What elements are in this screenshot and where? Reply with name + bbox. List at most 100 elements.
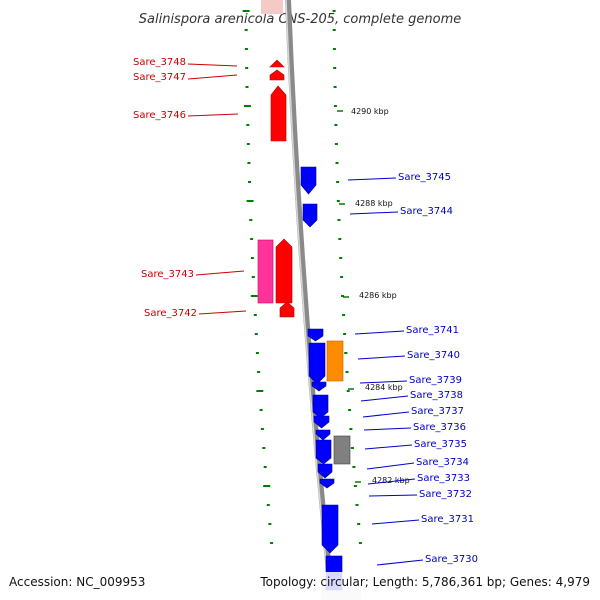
label-line: [357, 355, 406, 360]
tick-mark: [246, 200, 254, 202]
gene-label-sare-3744[interactable]: Sare_3744: [400, 206, 453, 217]
tick-mark: [246, 124, 250, 126]
gene-label-sare-3740[interactable]: Sare_3740: [407, 350, 460, 361]
cds-sare-3740-blue: [308, 342, 326, 385]
tick-marks-right: [332, 10, 362, 544]
cds-sare-3739: [311, 381, 327, 392]
cds-sare-3744: [302, 203, 318, 228]
top-fade-region: [261, 0, 283, 14]
gene-label-sare-3743[interactable]: Sare_3743: [141, 269, 194, 280]
tick-mark: [337, 219, 341, 221]
cds-sare-3737: [313, 415, 330, 429]
gene-label-sare-3730[interactable]: Sare_3730: [425, 554, 478, 565]
cds-sare-3734: [317, 463, 333, 479]
gene-label-sare-3733[interactable]: Sare_3733: [417, 473, 470, 484]
cds-sare-3747: [269, 69, 285, 81]
tick-mark: [344, 352, 348, 354]
tick-mark: [332, 10, 336, 12]
label-line: [376, 559, 424, 566]
scale-label-0: 4290 kbp: [351, 107, 389, 116]
tick-mark: [245, 86, 249, 88]
tick-mark: [254, 333, 258, 335]
scale-label-4: 4282 kbp: [372, 476, 410, 485]
cds-sare-3733: [319, 478, 335, 489]
tick-mark: [357, 523, 361, 525]
gene-label-sare-3738[interactable]: Sare_3738: [410, 390, 463, 401]
tick-mark: [358, 542, 362, 544]
tick-mark: [336, 181, 340, 183]
label-line: [371, 519, 420, 525]
tick-mark: [249, 219, 253, 221]
label-line: [198, 310, 247, 315]
label-line: [349, 211, 399, 215]
tick-mark: [336, 200, 340, 202]
cds-sare-3731: [321, 504, 339, 554]
gene-label-sare-3745[interactable]: Sare_3745: [398, 172, 451, 183]
footer-background: [0, 572, 600, 600]
cds-sare-3740: [326, 340, 344, 382]
tick-mark: [246, 143, 250, 145]
tick-mark: [244, 48, 248, 50]
tick-mark: [355, 504, 359, 506]
cds-sare-3742: [279, 301, 295, 318]
tick-mark: [244, 29, 248, 31]
gene-label-sare-3737[interactable]: Sare_3737: [411, 406, 464, 417]
label-line: [364, 444, 413, 450]
label-line: [187, 63, 238, 67]
scale-label-1: 4288 kbp: [355, 199, 393, 208]
cds-sare-3748: [269, 59, 285, 68]
accession-label: Accession: NC_009953: [9, 575, 145, 589]
tick-mark: [242, 10, 250, 12]
tick-mark: [333, 67, 337, 69]
label-line: [359, 380, 408, 384]
tick-mark: [340, 276, 344, 278]
tick-mark: [345, 371, 349, 373]
tick-mark: [253, 314, 257, 316]
tick-mark: [248, 181, 251, 183]
gene-labels-left: Sare_3748 Sare_3747 Sare_3746 Sare_3743 …: [133, 57, 247, 319]
gene-label-sare-3748[interactable]: Sare_3748: [133, 57, 186, 68]
gene-label-sare-3746[interactable]: Sare_3746: [133, 110, 186, 121]
scale-labels: 4290 kbp 4288 kbp 4286 kbp 4284 kbp 4282…: [337, 107, 410, 485]
tick-mark: [349, 428, 353, 430]
map-title: Salinispora arenicola CNS-205, complete …: [139, 12, 461, 27]
label-line: [360, 395, 409, 402]
tick-mark: [352, 466, 356, 468]
label-line: [362, 411, 410, 418]
gene-label-sare-3741[interactable]: Sare_3741: [406, 325, 459, 336]
gene-label-sare-3742[interactable]: Sare_3742: [144, 308, 197, 319]
tick-mark: [335, 162, 339, 164]
cds-sare-3735: [333, 435, 351, 465]
cds-sare-3738: [312, 394, 329, 419]
cds-sare-3735-blue: [315, 439, 332, 465]
gene-label-sare-3735[interactable]: Sare_3735: [414, 439, 467, 450]
gene-label-sare-3734[interactable]: Sare_3734: [416, 457, 469, 468]
label-line: [354, 330, 405, 335]
gene-label-sare-3739[interactable]: Sare_3739: [409, 375, 462, 386]
gene-label-sare-3747[interactable]: Sare_3747: [133, 72, 186, 83]
tick-mark: [339, 257, 343, 259]
scale-label-3: 4284 kbp: [365, 383, 403, 392]
label-line: [195, 270, 245, 276]
cds-sare-3736: [315, 429, 331, 441]
topology-label: Topology: circular; Length: 5,786,361 bp…: [259, 575, 590, 589]
tick-mark: [255, 352, 259, 354]
tick-mark: [353, 485, 357, 487]
tick-mark: [268, 523, 272, 525]
tick-mark: [338, 238, 342, 240]
cds-sare-3745: [300, 166, 317, 195]
tick-mark: [343, 333, 347, 335]
gene-label-sare-3732[interactable]: Sare_3732: [419, 489, 472, 500]
cds-sare-3743-b: [275, 238, 293, 304]
tick-mark: [251, 276, 255, 278]
tick-mark: [348, 409, 352, 411]
label-line: [368, 494, 418, 497]
label-line: [367, 478, 416, 485]
gene-label-sare-3731[interactable]: Sare_3731: [421, 514, 474, 525]
label-line: [366, 462, 415, 470]
tick-mark: [332, 29, 336, 31]
forward-cds-features: [257, 59, 295, 318]
cds-sare-3743: [257, 239, 274, 304]
gene-label-sare-3736[interactable]: Sare_3736: [413, 422, 466, 433]
